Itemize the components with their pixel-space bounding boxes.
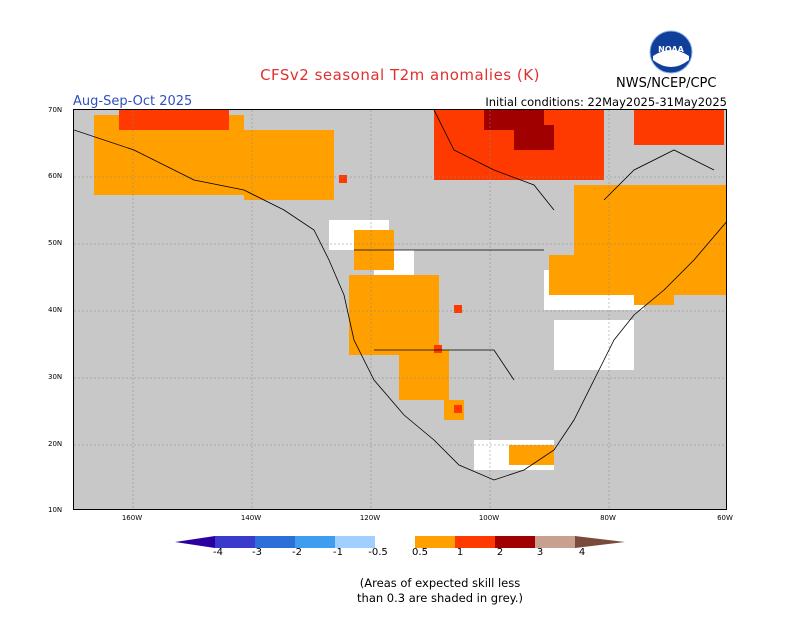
lon-label-100w: 100W [478, 514, 500, 522]
colorbar-label-minus2: -2 [292, 547, 302, 558]
lat-label-30n: 30N [48, 373, 63, 381]
lat-label-70n: 70N [48, 106, 63, 114]
skill-note-line1: (Areas of expected skill less [359, 576, 521, 590]
colorbar [175, 536, 625, 548]
colorbar-label-3: 3 [536, 547, 544, 558]
colorbar-label-minus3: -3 [252, 547, 262, 558]
lat-label-10n: 10N [48, 506, 63, 514]
colorbar-label-minus4: -4 [213, 547, 223, 558]
skill-note-line2: than 0.3 are shaded in grey.) [357, 591, 523, 605]
logo-text: NOAA [658, 45, 684, 54]
warm-anomaly-regions [94, 115, 726, 465]
map-canvas [74, 110, 726, 509]
lat-label-50n: 50N [48, 239, 63, 247]
noaa-logo-icon: NOAA [649, 30, 693, 74]
colorbar-lower-arrow [175, 536, 215, 548]
map-title: CFSv2 seasonal T2m anomalies (K) [260, 66, 540, 84]
graticule [74, 110, 726, 509]
colorbar-label-minus05: -0.5 [368, 547, 388, 558]
colorbar-label-minus1: -1 [333, 547, 343, 558]
lon-label-140w: 140W [240, 514, 262, 522]
lon-label-160w: 160W [121, 514, 143, 522]
very-strong-warm-anomaly-regions [484, 110, 554, 150]
season-label: Aug-Sep-Oct 2025 [73, 94, 193, 109]
colorbar-label-4: 4 [578, 547, 586, 558]
colorbar-upper-arrow [575, 536, 625, 548]
colorbar-label-1: 1 [456, 547, 464, 558]
lon-label-60w: 60W [717, 514, 733, 522]
coastlines [74, 110, 726, 481]
lat-label-60n: 60N [48, 172, 63, 180]
lat-label-20n: 20N [48, 440, 63, 448]
initial-conditions-label: Initial conditions: 22May2025-31May2025 [485, 95, 727, 109]
lat-label-40n: 40N [48, 306, 63, 314]
colorbar-label-2: 2 [496, 547, 504, 558]
lon-label-80w: 80W [600, 514, 616, 522]
lon-label-120w: 120W [359, 514, 381, 522]
colorbar-label-05: 0.5 [412, 547, 428, 558]
anomaly-map [73, 109, 727, 510]
agency-label: NWS/NCEP/CPC [616, 76, 717, 91]
skill-note: (Areas of expected skill less than 0.3 a… [0, 576, 800, 606]
